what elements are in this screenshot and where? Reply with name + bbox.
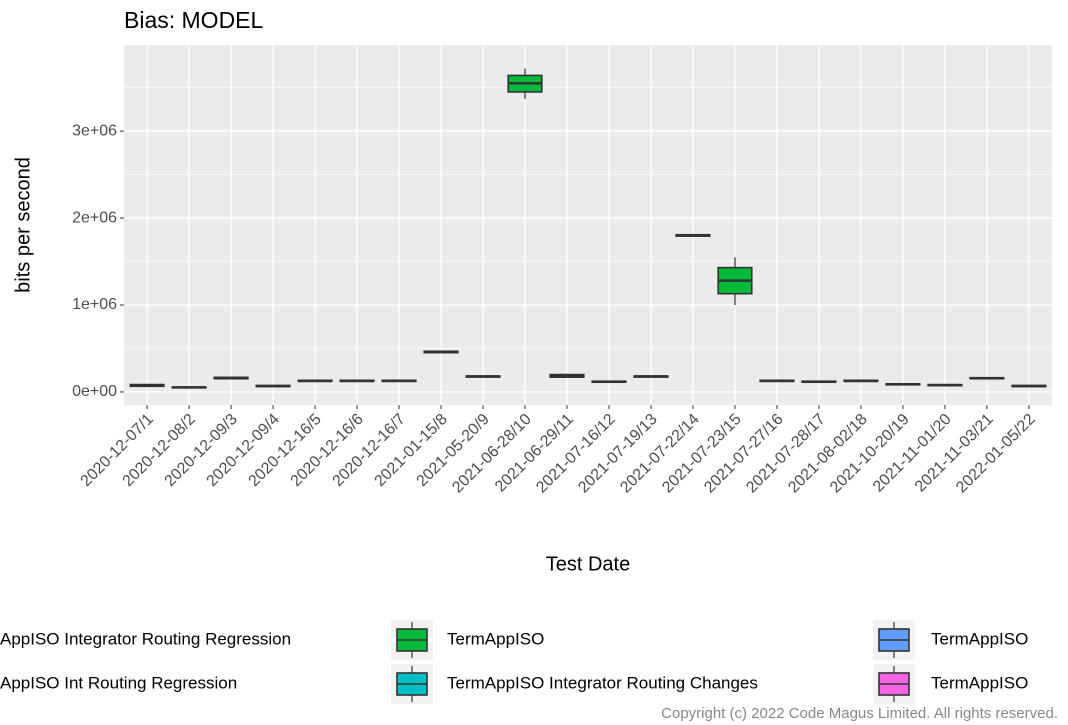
x-tick-label: 2020-12-16/6 — [288, 411, 367, 490]
legend-label: TermAppISO — [931, 629, 1028, 648]
x-tick-label: 2020-12-07/1 — [78, 411, 157, 490]
x-tick-label: 2020-12-09/3 — [162, 411, 241, 490]
y-tick-label: 0e+00 — [72, 383, 117, 400]
x-tick-label: 2021-05-20/9 — [414, 411, 493, 490]
legend-label: TermAppISO — [447, 629, 544, 648]
x-tick-label: 2020-12-16/5 — [246, 411, 325, 490]
x-tick-label: 2021-01-15/8 — [372, 411, 451, 490]
legend-label: TermAppISO Integrator Routing Changes — [447, 673, 758, 692]
legend-label: AppISO Integrator Routing Regression — [0, 629, 291, 648]
panel — [124, 45, 1052, 405]
copyright: Copyright (c) 2022 Code Magus Limited. A… — [661, 705, 1058, 722]
y-axis-label: bits per second — [12, 157, 34, 293]
x-tick-label: 2020-12-09/4 — [204, 411, 283, 490]
legend-label: TermAppISO — [931, 673, 1028, 692]
x-tick-label: 2020-12-16/7 — [330, 411, 409, 490]
x-tick-label: 2020-12-08/2 — [120, 411, 199, 490]
y-tick-label: 1e+06 — [72, 296, 117, 313]
legend-label: AppISO Int Routing Regression — [0, 673, 237, 692]
x-axis-label: Test Date — [546, 553, 630, 575]
y-tick-label: 2e+06 — [72, 209, 117, 226]
y-tick-label: 3e+06 — [72, 122, 117, 139]
chart-title: Bias: MODEL — [124, 7, 264, 33]
